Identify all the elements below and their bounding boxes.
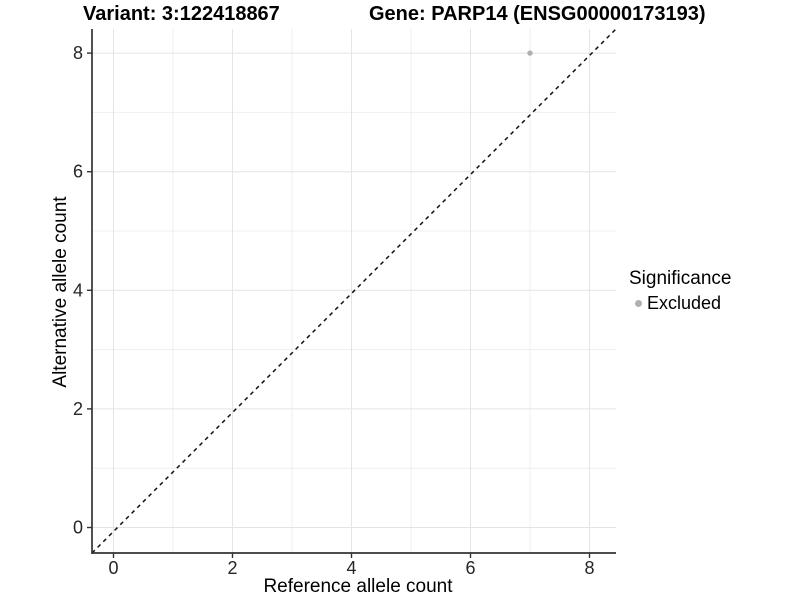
identity-line (91, 28, 617, 554)
data-point (527, 50, 533, 56)
y-tick-label: 0 (73, 518, 83, 538)
legend-entry-excluded: Excluded (629, 293, 731, 314)
x-tick-label: 0 (108, 558, 118, 578)
x-tick-label: 8 (584, 558, 594, 578)
x-tick-label: 6 (465, 558, 475, 578)
legend: Significance Excluded (629, 268, 731, 314)
y-tick-label: 2 (73, 399, 83, 419)
y-tick-label: 8 (73, 43, 83, 63)
legend-key (629, 300, 647, 307)
x-axis-title: Reference allele count (263, 576, 453, 597)
gene-title: Gene: PARP14 (ENSG00000173193) (369, 3, 706, 25)
y-axis-title: Alternative allele count (50, 196, 71, 388)
x-tick-label: 4 (346, 558, 356, 578)
legend-title: Significance (629, 268, 732, 289)
legend-point-icon (634, 300, 642, 307)
x-tick-label: 2 (227, 558, 237, 578)
legend-entry-label: Excluded (647, 293, 722, 313)
variant-title: Variant: 3:122418867 (83, 3, 280, 25)
y-tick-label: 4 (73, 280, 83, 300)
y-tick-label: 6 (73, 162, 83, 182)
